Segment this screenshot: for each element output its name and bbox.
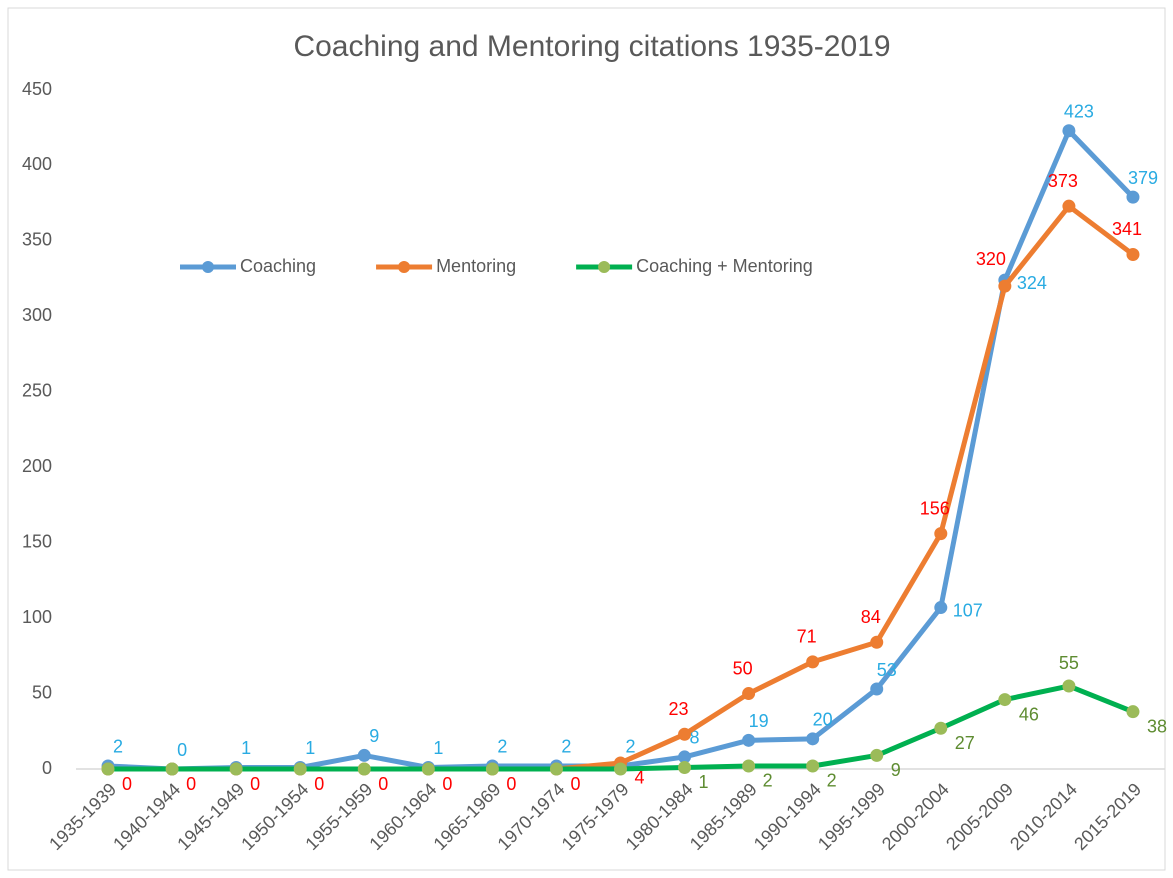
- marker: [1126, 705, 1140, 719]
- data-label: 19: [749, 711, 769, 731]
- marker: [742, 759, 756, 773]
- data-label: 23: [669, 699, 689, 719]
- data-label: 20: [813, 710, 833, 730]
- data-label: 0: [506, 774, 516, 794]
- marker: [870, 682, 884, 696]
- marker: [742, 733, 756, 747]
- data-label: 107: [953, 600, 983, 620]
- data-label: 0: [442, 774, 452, 794]
- marker: [870, 748, 884, 762]
- data-label: 0: [186, 774, 196, 794]
- data-label: 373: [1048, 171, 1078, 191]
- marker: [485, 762, 499, 776]
- y-tick-label: 200: [22, 456, 52, 476]
- marker: [934, 527, 948, 541]
- data-label: 0: [177, 740, 187, 760]
- marker: [1062, 124, 1076, 138]
- marker: [421, 762, 435, 776]
- data-label: 2: [561, 737, 571, 757]
- data-label: 4: [635, 768, 645, 788]
- marker: [934, 601, 948, 615]
- data-label: 0: [122, 774, 132, 794]
- data-label: 156: [920, 498, 950, 518]
- y-tick-label: 450: [22, 79, 52, 99]
- data-label: 1: [699, 772, 709, 792]
- data-label: 0: [378, 774, 388, 794]
- marker: [165, 762, 179, 776]
- marker: [101, 762, 115, 776]
- data-label: 423: [1064, 101, 1094, 121]
- data-label: 1: [305, 738, 315, 758]
- data-label: 2: [827, 771, 837, 791]
- legend-label: Coaching + Mentoring: [636, 256, 813, 276]
- data-label: 84: [861, 607, 881, 627]
- data-label: 0: [314, 774, 324, 794]
- marker: [1126, 247, 1140, 261]
- y-tick-label: 50: [32, 682, 52, 702]
- data-label: 27: [955, 733, 975, 753]
- marker: [357, 762, 371, 776]
- legend-marker: [202, 261, 214, 273]
- marker: [806, 759, 820, 773]
- data-label: 55: [1059, 653, 1079, 673]
- y-tick-label: 0: [42, 758, 52, 778]
- data-label: 2: [497, 737, 507, 757]
- data-label: 341: [1112, 219, 1142, 239]
- data-label: 53: [877, 660, 897, 680]
- data-label: 320: [976, 249, 1006, 269]
- y-tick-label: 250: [22, 381, 52, 401]
- marker: [806, 655, 820, 669]
- data-label: 8: [690, 728, 700, 748]
- legend-marker: [598, 261, 611, 273]
- marker: [742, 687, 756, 701]
- data-label: 9: [369, 726, 379, 746]
- marker: [1062, 199, 1076, 213]
- y-tick-label: 350: [22, 230, 52, 250]
- data-label: 1: [241, 738, 251, 758]
- data-label: 2: [113, 737, 123, 757]
- data-label: 9: [891, 760, 901, 780]
- data-label: 0: [570, 774, 580, 794]
- data-label: 50: [733, 658, 753, 678]
- data-label: 1: [433, 738, 443, 758]
- data-label: 2: [625, 737, 635, 757]
- y-tick-label: 150: [22, 531, 52, 551]
- marker: [678, 727, 692, 741]
- marker: [293, 762, 307, 776]
- marker: [678, 760, 692, 774]
- y-tick-label: 300: [22, 305, 52, 325]
- data-label: 379: [1128, 168, 1158, 188]
- data-label: 46: [1019, 704, 1039, 724]
- marker: [1126, 190, 1140, 204]
- marker: [870, 635, 884, 649]
- marker: [357, 748, 371, 762]
- y-tick-label: 400: [22, 154, 52, 174]
- legend-label: Mentoring: [436, 256, 516, 276]
- marker: [998, 693, 1012, 707]
- legend-marker: [398, 261, 411, 273]
- data-label: 0: [250, 774, 260, 794]
- marker: [1062, 679, 1076, 693]
- chart-title: Coaching and Mentoring citations 1935-20…: [293, 30, 890, 63]
- y-tick-label: 100: [22, 607, 52, 627]
- marker: [229, 762, 243, 776]
- marker: [998, 279, 1012, 293]
- marker: [934, 721, 948, 735]
- marker: [549, 762, 563, 776]
- legend-label: Coaching: [240, 256, 316, 276]
- data-label: 324: [1017, 273, 1047, 293]
- marker: [806, 732, 820, 746]
- data-label: 71: [797, 627, 817, 647]
- data-label: 38: [1147, 716, 1167, 736]
- data-label: 2: [763, 771, 773, 791]
- marker: [614, 762, 627, 776]
